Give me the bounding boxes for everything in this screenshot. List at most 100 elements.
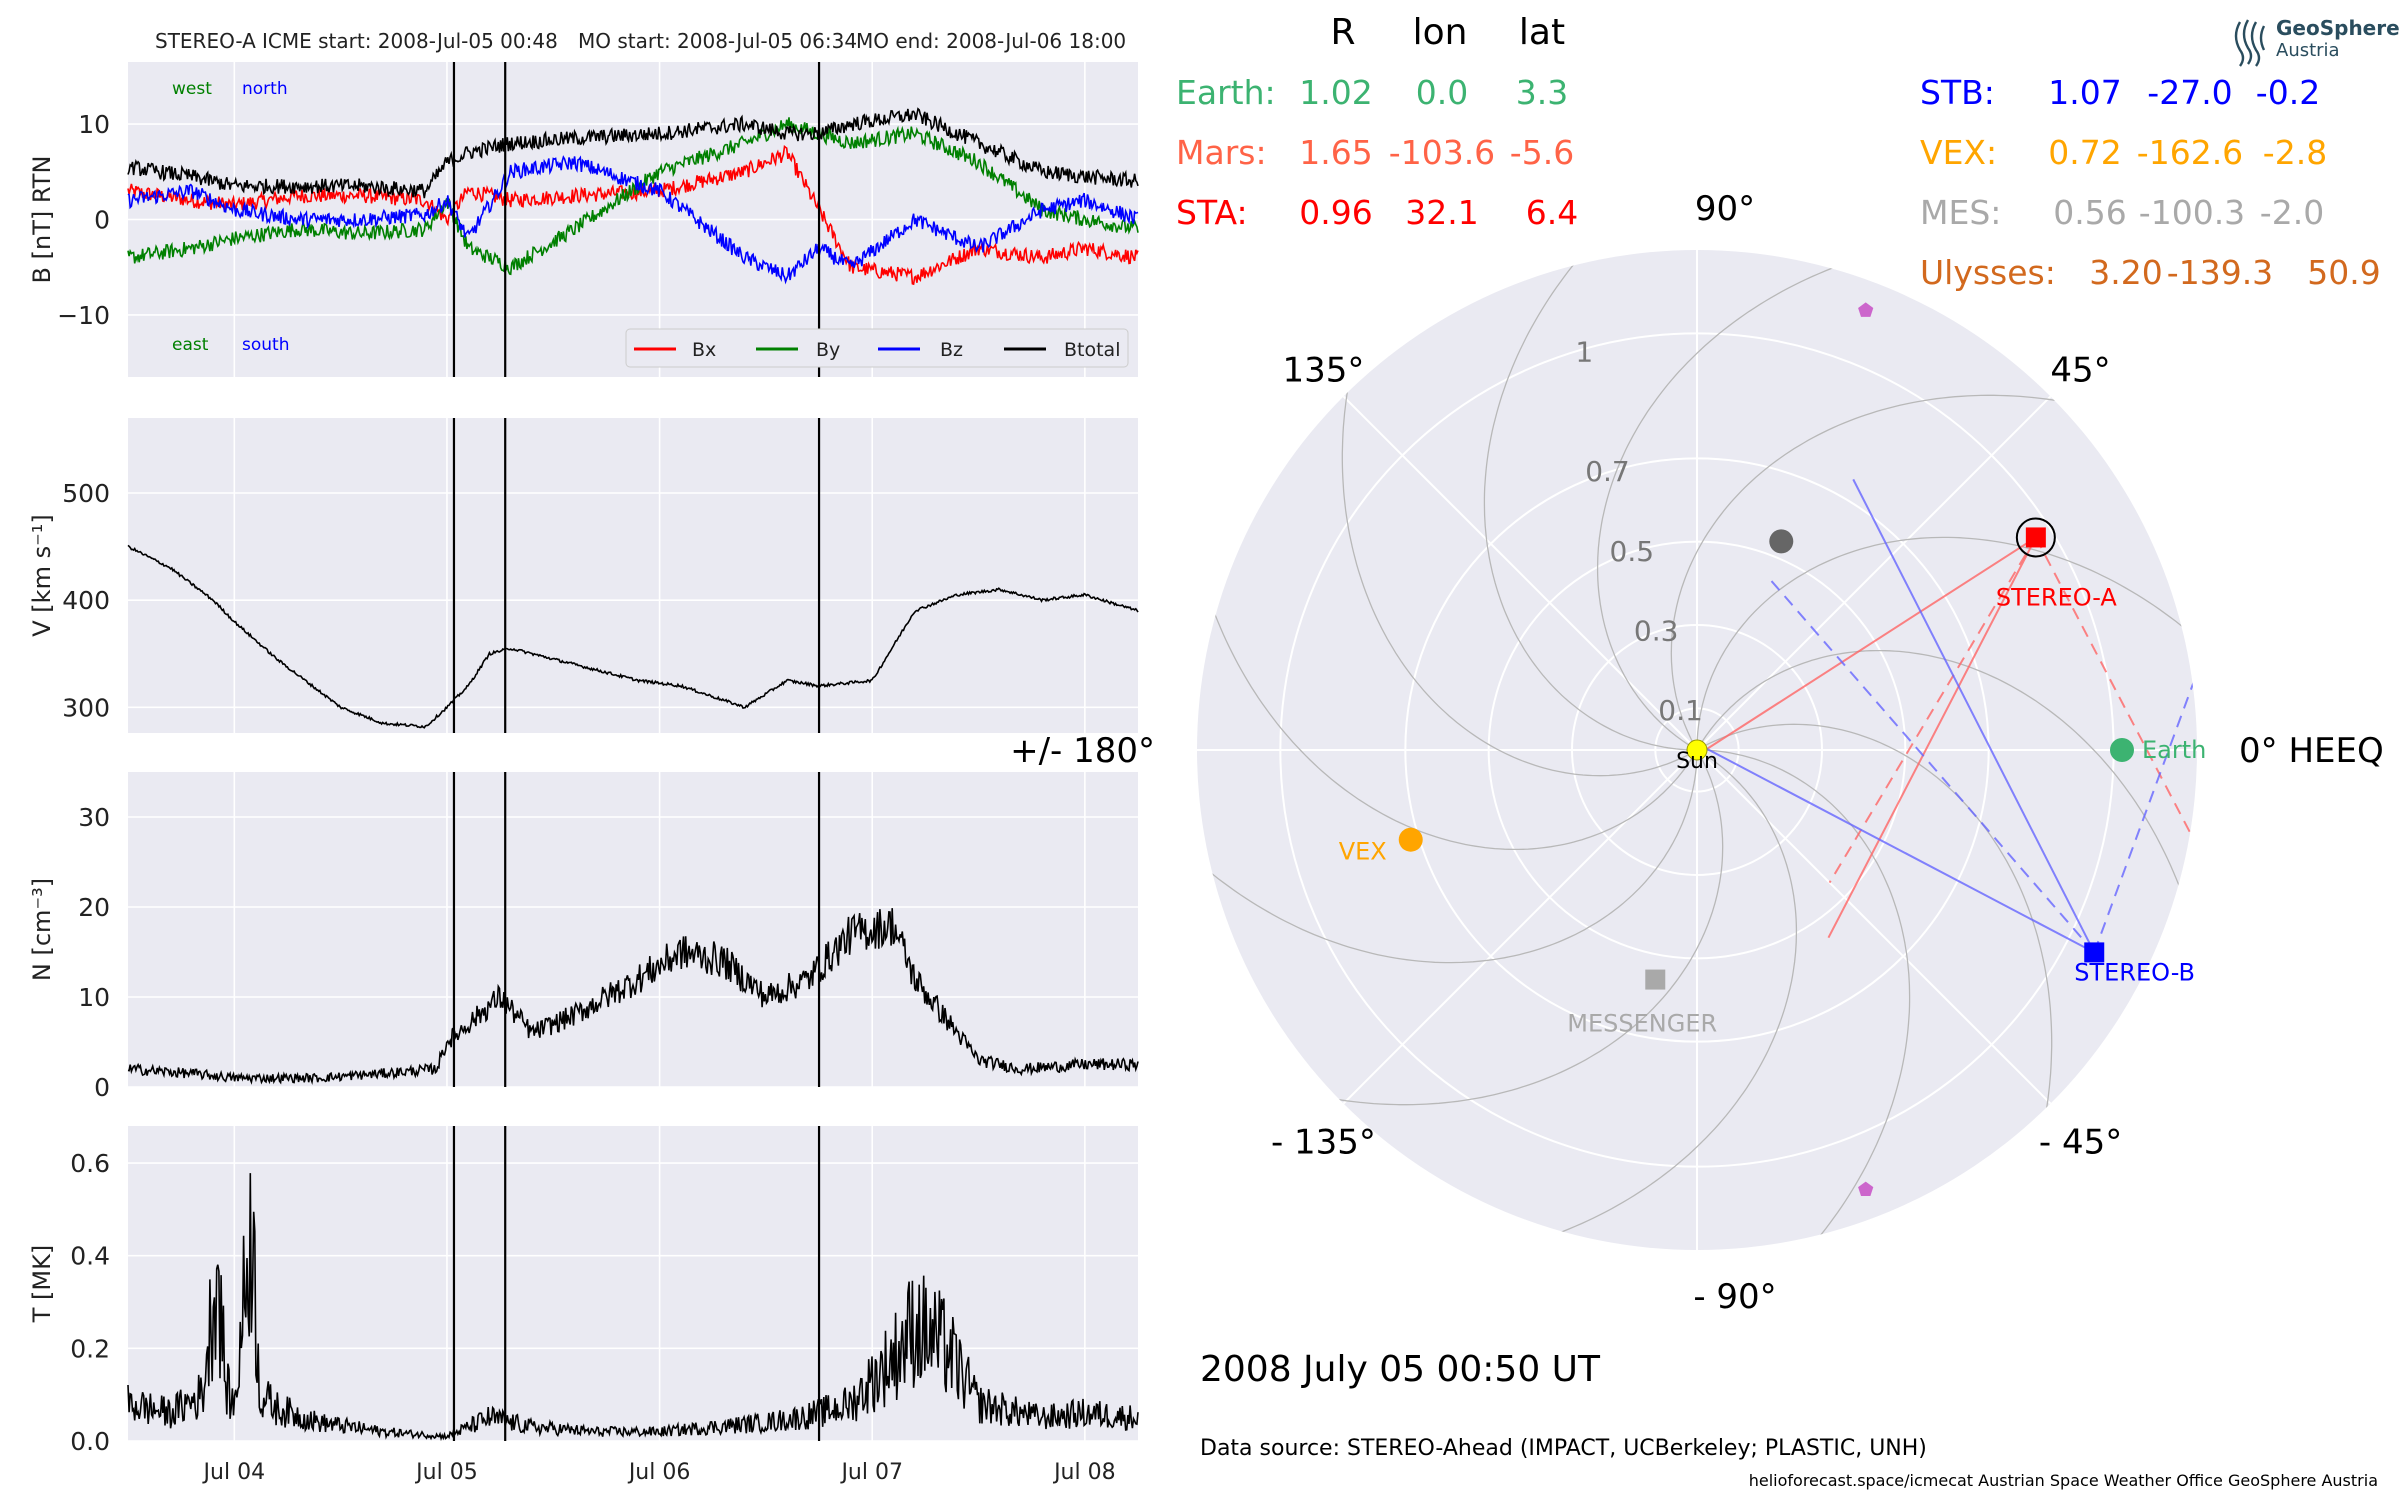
row-sta: STA: 0.96 32.1 6.4 xyxy=(1176,193,1578,232)
earth-label: Earth xyxy=(2142,736,2206,764)
stereo-b-marker xyxy=(2084,942,2105,963)
plot-area-T xyxy=(128,1126,1138,1441)
radial-tick-label: 0.5 xyxy=(1610,535,1655,568)
radial-tick-label: 0.3 xyxy=(1634,614,1679,647)
x-tick-label: Jul 04 xyxy=(202,1460,266,1485)
orbit-polar-plot: 0.1 0.3 0.5 0.7 1 0° HEEQ 45° 90° 135° +/- 180° - … xyxy=(1010,189,2384,1317)
row-stb-lat: -0.2 xyxy=(2256,73,2320,112)
angle-label: - 45° xyxy=(2039,1123,2122,1163)
y-tick-label: 300 xyxy=(62,693,110,722)
row-ulysses-lon: -139.3 xyxy=(2167,253,2273,292)
target-ring xyxy=(2015,517,2056,558)
y-tick-label: 10 xyxy=(78,110,110,139)
b-legend: Bx By Bz Btotal xyxy=(625,328,1129,368)
parker-spiral-line xyxy=(1697,749,1911,1250)
y-axis-label-B: B [nT] RTN xyxy=(28,156,56,284)
annotation-west: west xyxy=(172,79,212,99)
row-earth-r: 1.02 xyxy=(1299,73,1372,112)
parker-spiral-line xyxy=(1696,536,2197,750)
y-tick-label: −10 xyxy=(57,301,110,330)
legend-box xyxy=(625,328,1129,368)
row-stb-lon: -27.0 xyxy=(2147,73,2232,112)
row-ulysses: Ulysses: 3.20 -139.3 50.9 xyxy=(1920,253,2381,292)
row-mes-lat: -2.0 xyxy=(2260,193,2324,232)
row-mes-r: 0.56 xyxy=(2053,193,2126,232)
parker-spiral-line xyxy=(1483,250,1697,751)
y-tick-label: 400 xyxy=(62,586,110,615)
unlabeled-gray-marker xyxy=(1769,529,1794,554)
row-vex-lat: -2.8 xyxy=(2263,133,2327,172)
angular-spoke xyxy=(1696,749,2052,1105)
parker-spiral-line xyxy=(1596,250,1893,751)
row-ulysses-r: 3.20 xyxy=(2089,253,2162,292)
x-tick-label: Jul 08 xyxy=(1052,1460,1116,1485)
row-earth-name: Earth: xyxy=(1176,73,1276,112)
density-panel: 0 10 20 30 N [cm⁻³] xyxy=(28,772,1139,1102)
x-tick-label: Jul 07 xyxy=(839,1460,903,1485)
series-line-v xyxy=(127,544,1139,729)
messenger-marker xyxy=(1645,969,1666,990)
row-sta-r: 0.96 xyxy=(1299,193,1372,232)
parker-spiral-line xyxy=(1501,749,1798,1250)
y-tick-label: 30 xyxy=(78,803,110,832)
series-line-btotal xyxy=(127,107,1139,199)
y-tick-label: 0.4 xyxy=(70,1242,110,1271)
stb-fov-dashed-line xyxy=(2093,609,2197,953)
geosphere-logo: GeoSphere Austria xyxy=(2234,16,2400,67)
row-vex-lon: -162.6 xyxy=(2137,133,2243,172)
plot-area-N xyxy=(128,772,1138,1087)
positions-table: R lon lat Earth: 1.02 0.0 3.3 Mars: 1.65… xyxy=(1176,12,2381,292)
row-sta-lat: 6.4 xyxy=(1526,193,1578,232)
stb-fov-line xyxy=(1852,478,2096,953)
row-mars-lat: -5.6 xyxy=(1510,133,1574,172)
col-header-lon: lon xyxy=(1413,12,1468,53)
annotation-north: north xyxy=(242,79,288,99)
radial-tick-label: 1 xyxy=(1575,336,1593,369)
row-mars-r: 1.65 xyxy=(1299,133,1372,172)
angular-spoke xyxy=(1342,749,1698,1105)
x-tick-label: Jul 05 xyxy=(414,1460,478,1485)
y-tick-label: 10 xyxy=(78,983,110,1012)
row-ulysses-name: Ulysses: xyxy=(1920,253,2056,292)
radial-tick-label: 0.7 xyxy=(1585,455,1630,488)
row-mes: MES: 0.56 -100.3 -2.0 xyxy=(1920,193,2324,232)
logo-line1: GeoSphere xyxy=(2276,16,2400,40)
row-mars: Mars: 1.65 -103.6 -5.6 xyxy=(1176,133,1574,172)
y-tick-label: 0.6 xyxy=(70,1149,110,1178)
row-stb-r: 1.07 xyxy=(2048,73,2121,112)
y-axis-label-T: T [MK] xyxy=(28,1245,56,1323)
header-icme-start: ICME start: 2008-Jul-05 00:48 xyxy=(262,29,558,53)
series-line-bz xyxy=(127,155,1139,285)
series-line-by xyxy=(127,117,1139,276)
radial-tick-label: 0.1 xyxy=(1658,694,1703,727)
y-tick-label: 0 xyxy=(94,1073,110,1102)
sta-fov-line xyxy=(1704,536,2037,751)
y-tick-label: 0.0 xyxy=(70,1427,110,1456)
legend-label-by: By xyxy=(816,339,840,361)
header-mission: STEREO-A xyxy=(155,29,256,53)
temperature-panel: 0.0 0.2 0.4 0.6 T [MK] Jul 04 Jul 05 Jul 06 Jul … xyxy=(28,1126,1139,1485)
y-axis-label-N: N [cm⁻³] xyxy=(28,878,56,981)
parker-spiral-line xyxy=(1341,330,1698,777)
row-sta-lon: 32.1 xyxy=(1405,193,1478,232)
row-mars-lon: -103.6 xyxy=(1389,133,1495,172)
row-stb-name: STB: xyxy=(1920,73,1995,112)
angle-label: +/- 180° xyxy=(1010,731,1155,771)
sta-fov-dashed-line xyxy=(1828,536,2037,884)
parker-spiral-line xyxy=(1696,649,2197,946)
vex-label: VEX xyxy=(1339,838,1387,866)
messenger-label: MESSENGER xyxy=(1567,1010,1717,1038)
series-line-bx xyxy=(127,144,1139,286)
row-stb: STB: 1.07 -27.0 -0.2 xyxy=(1920,73,2320,112)
angular-spoke xyxy=(1342,395,1698,751)
legend-label-btotal: Btotal xyxy=(1064,339,1120,361)
y-axis-label-V: V [km s⁻¹] xyxy=(28,514,56,636)
x-tick-label: Jul 06 xyxy=(627,1460,691,1485)
geosphere-logo-mark-icon xyxy=(2234,19,2266,67)
plot-area-V xyxy=(128,418,1138,733)
angular-spoke xyxy=(1696,395,2052,751)
b-field-panel: −10 0 10 B [nT] RTN xyxy=(28,62,1139,377)
footer-credits: helioforecast.space/icmecat Austrian Spa… xyxy=(1749,1471,2378,1490)
